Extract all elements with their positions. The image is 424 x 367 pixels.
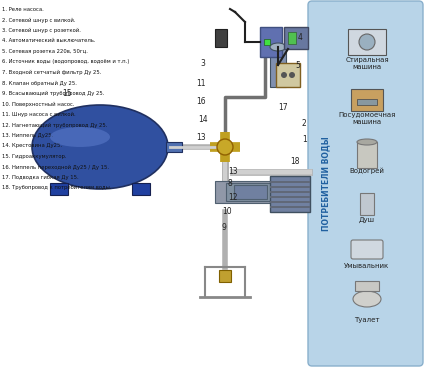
Bar [351,89,383,111]
Text: 8. Клапан обратный Ду 25.: 8. Клапан обратный Ду 25. [2,80,77,86]
Text: Душ: Душ [359,217,375,223]
Text: 18: 18 [290,156,299,166]
FancyBboxPatch shape [351,240,383,259]
Bar [215,181,285,203]
Bar [360,193,374,215]
Bar [355,281,379,291]
Bar [276,63,300,87]
Text: 11. Шнур насоса с вилкой.: 11. Шнур насоса с вилкой. [2,112,75,117]
Text: 10. Поверхностный насос.: 10. Поверхностный насос. [2,102,75,107]
Bar [270,201,310,203]
Circle shape [289,72,295,78]
Bar [270,47,286,87]
Bar [270,196,310,198]
Text: 15. Гидроаккумулятор.: 15. Гидроаккумулятор. [2,154,67,159]
Bar [50,183,68,195]
Text: 3. Сетевой шнур с розеткой.: 3. Сетевой шнур с розеткой. [2,28,81,33]
Text: Стиральная
машина: Стиральная машина [345,57,389,70]
Text: Туалет: Туалет [354,317,380,323]
Text: 6. Источник воды (водопровод, водоём и т.п.): 6. Источник воды (водопровод, водоём и т… [2,59,129,65]
Bar [357,142,377,168]
Circle shape [217,139,233,155]
Ellipse shape [357,139,377,145]
Text: 16. Ниппель переходной Ду25 / Ду 15.: 16. Ниппель переходной Ду25 / Ду 15. [2,164,109,170]
Ellipse shape [353,291,381,307]
Circle shape [281,72,287,78]
Text: 13. Ниппель Ду25.: 13. Ниппель Ду25. [2,133,53,138]
Text: 1. Реле насоса.: 1. Реле насоса. [2,7,44,12]
Bar [132,183,150,195]
Text: 2: 2 [302,119,307,127]
Bar [260,27,282,57]
Text: 5: 5 [295,61,300,69]
Text: 12: 12 [228,193,237,201]
Text: 14: 14 [198,115,208,124]
Bar [270,206,310,208]
Bar [226,183,275,201]
Text: 15: 15 [62,88,72,98]
Text: 11: 11 [196,80,206,88]
Ellipse shape [32,105,168,189]
Bar [215,29,227,47]
Bar [166,142,182,152]
Text: ПОТРЕБИТЕЛИ ВОДЫ: ПОТРЕБИТЕЛИ ВОДЫ [321,136,330,231]
Text: 2. Сетевой шнур с вилкой.: 2. Сетевой шнур с вилкой. [2,18,75,23]
Ellipse shape [270,43,286,51]
Text: 7. Входной сетчатый фильтр Ду 25.: 7. Входной сетчатый фильтр Ду 25. [2,70,101,75]
Circle shape [359,34,375,50]
Bar [288,32,296,44]
Text: 4: 4 [298,33,303,41]
Text: Посудомоечная
машина: Посудомоечная машина [338,112,396,125]
Bar [270,176,310,212]
Text: 3: 3 [200,59,205,69]
Text: 17. Подводка гибкая Ду 15.: 17. Подводка гибкая Ду 15. [2,175,78,180]
Bar [270,181,310,183]
Bar [270,191,310,193]
Text: 4. Автоматический выключатель.: 4. Автоматический выключатель. [2,39,95,44]
Bar [348,29,386,55]
Bar [234,185,267,199]
FancyBboxPatch shape [308,1,423,366]
Ellipse shape [50,127,110,147]
Text: 13: 13 [196,132,206,142]
Text: 12. Нагнетающий трубопровод Ду 25.: 12. Нагнетающий трубопровод Ду 25. [2,123,107,128]
Text: 17: 17 [278,102,287,112]
Text: 13: 13 [228,167,237,175]
Bar [264,39,270,45]
Text: 1: 1 [302,134,307,143]
Text: Водогрей: Водогрей [349,167,385,174]
Bar [270,186,310,188]
Text: 9. Всасывающий трубопровод Ду 25.: 9. Всасывающий трубопровод Ду 25. [2,91,104,96]
Bar [357,99,377,105]
Text: 14. Крестовина Ду25.: 14. Крестовина Ду25. [2,143,62,149]
Text: 9: 9 [222,222,227,232]
Bar [284,27,308,49]
Text: 5. Сетевая розетка 220в, 50гц.: 5. Сетевая розетка 220в, 50гц. [2,49,88,54]
Text: 8: 8 [228,178,233,188]
Text: 10: 10 [222,207,232,217]
Text: Умывальник: Умывальник [344,263,390,269]
Bar [219,270,231,282]
Text: 16: 16 [196,97,206,105]
Text: 18. Трубопровод к потребителям воды.: 18. Трубопровод к потребителям воды. [2,185,112,190]
